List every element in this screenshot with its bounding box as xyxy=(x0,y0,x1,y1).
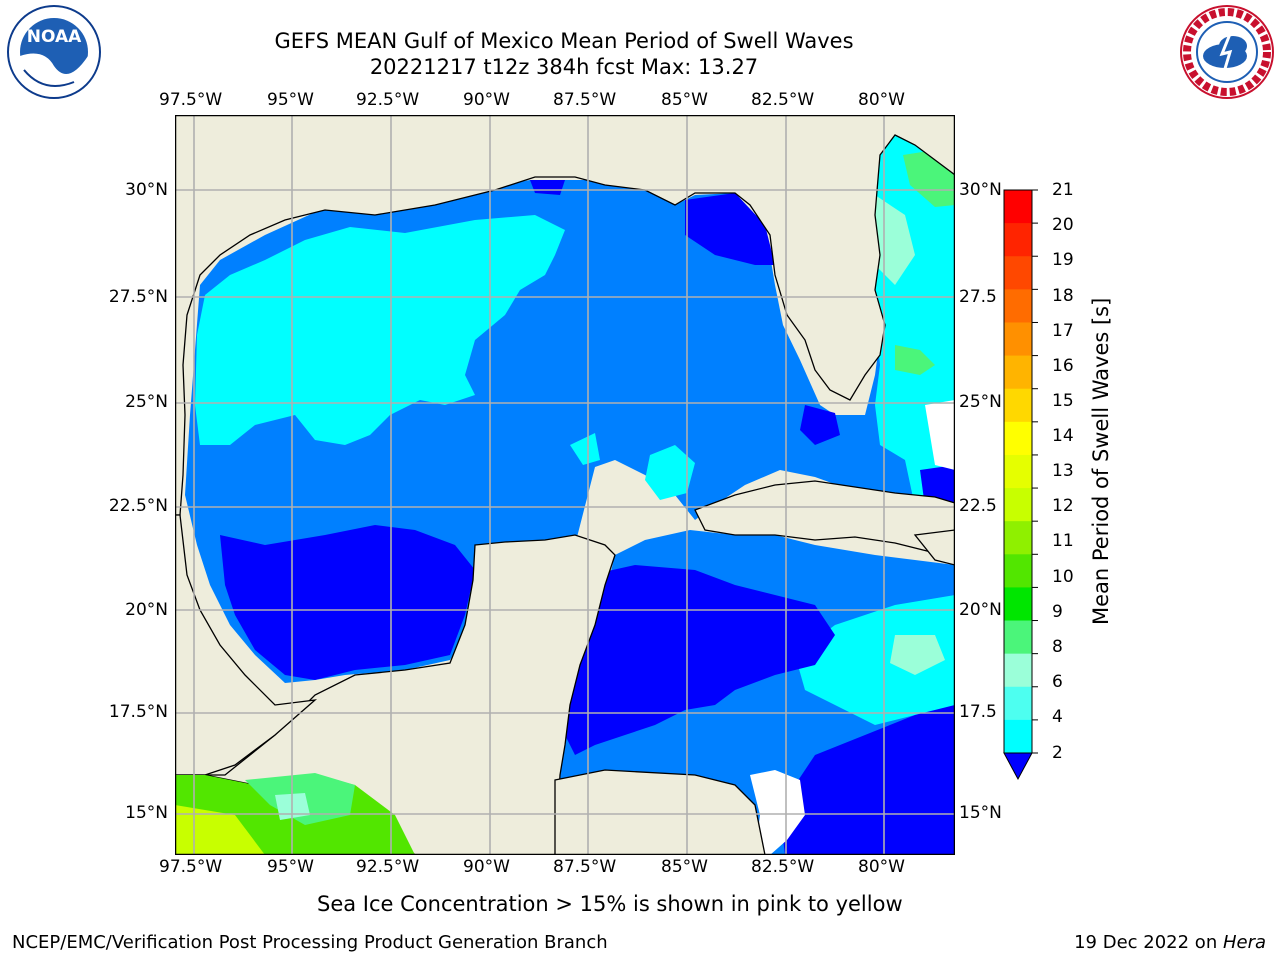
colorbar-segment xyxy=(1004,388,1032,423)
noaa-logo: NOAA xyxy=(4,4,104,100)
lon-labels-bottom: 97.5°W 95°W 92.5°W 90°W 87.5°W 85°W 82.5… xyxy=(0,857,1280,879)
colorbar-segment xyxy=(1004,289,1032,323)
lat-label: 20°N xyxy=(125,600,168,620)
lat-label: 15°N xyxy=(125,803,168,823)
colorbar-segment xyxy=(1004,488,1032,522)
colorbar-label: Mean Period of Swell Waves [s] xyxy=(1089,297,1113,625)
lon-label: 87.5°W xyxy=(553,857,617,877)
sea-ice-note: Sea Ice Concentration > 15% is shown in … xyxy=(317,892,903,916)
colorbar-ticks: 21 20 19 18 17 16 15 14 13 12 11 10 9 8 … xyxy=(1052,0,1092,960)
lon-label: 90°W xyxy=(463,857,510,877)
lon-label: 92.5°W xyxy=(356,90,420,110)
lon-label: 85°W xyxy=(661,90,708,110)
colorbar xyxy=(1000,185,1040,785)
colorbar-tick: 4 xyxy=(1052,707,1063,727)
graticule xyxy=(175,115,955,855)
colorbar-segment xyxy=(1004,620,1032,655)
colorbar-segment xyxy=(1004,355,1032,390)
lat-label: 30°N xyxy=(959,180,1002,200)
lat-label: 17.5 xyxy=(959,702,997,722)
colorbar-segment xyxy=(1004,256,1032,290)
colorbar-tick: 21 xyxy=(1052,180,1074,200)
lon-label: 90°W xyxy=(463,90,510,110)
colorbar-tick: 12 xyxy=(1052,496,1074,516)
lon-label: 95°W xyxy=(267,90,314,110)
colorbar-frame xyxy=(1003,189,1033,754)
lat-label: 30°N xyxy=(125,180,168,200)
lat-label: 20°N xyxy=(959,600,1002,620)
lon-label: 82.5°W xyxy=(751,90,815,110)
lat-label: 15°N xyxy=(959,803,1002,823)
lon-labels-top: 97.5°W 95°W 92.5°W 90°W 87.5°W 85°W 82.5… xyxy=(0,90,1280,112)
lat-label: 17.5°N xyxy=(108,702,168,722)
colorbar-tick: 17 xyxy=(1052,321,1074,341)
swell-period-map xyxy=(175,115,955,855)
lon-label: 85°W xyxy=(661,857,708,877)
date-stamp: 19 Dec 2022 on Hera xyxy=(1074,932,1266,954)
colorbar-segment xyxy=(1004,686,1032,721)
colorbar-tick: 11 xyxy=(1052,531,1074,551)
colorbar-extend-arrow xyxy=(1003,752,1033,781)
credit-line: NCEP/EMC/Verification Post Processing Pr… xyxy=(12,932,608,953)
noaa-logo-text: NOAA xyxy=(27,27,82,47)
colorbar-segment xyxy=(1004,223,1032,257)
colorbar-segment xyxy=(1004,719,1032,754)
lat-labels-left: 30°N 27.5°N 25°N 22.5°N 20°N 17.5°N 15°N xyxy=(0,0,172,960)
lat-labels-right: 30°N 27.5 25°N 22.5 20°N 17.5 15°N xyxy=(959,0,1004,960)
lon-label: 92.5°W xyxy=(356,857,420,877)
colorbar-tick: 10 xyxy=(1052,567,1074,587)
lon-label: 80°W xyxy=(858,90,905,110)
colorbar-bar xyxy=(1003,189,1038,781)
lat-label: 25°N xyxy=(959,392,1002,412)
lon-label: 82.5°W xyxy=(751,857,815,877)
plot-title: GEFS MEAN Gulf of Mexico Mean Period of … xyxy=(274,29,854,53)
lat-label: 22.5°N xyxy=(108,496,168,516)
colorbar-tick: 2 xyxy=(1052,743,1063,763)
plot-subtitle: 20221217 t12z 384h fcst Max: 13.27 xyxy=(369,55,759,79)
colorbar-tick: 16 xyxy=(1052,356,1074,376)
colorbar-segment xyxy=(1004,587,1032,622)
map-frame xyxy=(175,115,955,855)
colorbar-tick: 6 xyxy=(1052,672,1063,692)
colorbar-segment xyxy=(1004,190,1032,224)
colorbar-segment xyxy=(1004,521,1032,555)
colorbar-segment xyxy=(1004,554,1032,588)
lat-label: 22.5 xyxy=(959,496,997,516)
colorbar-tick: 15 xyxy=(1052,391,1074,411)
colorbar-tick: 13 xyxy=(1052,461,1074,481)
colorbar-segment xyxy=(1004,322,1032,357)
date-prefix: 19 Dec 2022 on xyxy=(1074,932,1223,953)
colorbar-segment xyxy=(1004,653,1032,688)
lat-label: 27.5°N xyxy=(108,287,168,307)
colorbar-tick: 20 xyxy=(1052,215,1074,235)
colorbar-tick: 9 xyxy=(1052,602,1063,622)
colorbar-segment xyxy=(1004,421,1032,456)
lon-label: 97.5°W xyxy=(159,857,223,877)
lon-label: 87.5°W xyxy=(553,90,617,110)
date-host: Hera xyxy=(1222,932,1266,953)
colorbar-tick: 8 xyxy=(1052,637,1063,657)
colorbar-segment xyxy=(1004,454,1032,489)
land-masses xyxy=(175,115,955,855)
map-panel xyxy=(175,115,955,855)
lat-label: 25°N xyxy=(125,392,168,412)
nws-logo xyxy=(1178,4,1276,100)
lon-label: 97.5°W xyxy=(159,90,223,110)
colorbar-tick: 14 xyxy=(1052,426,1074,446)
lon-label: 80°W xyxy=(858,857,905,877)
colorbar-tick: 18 xyxy=(1052,286,1074,306)
lon-label: 95°W xyxy=(267,857,314,877)
lat-label: 27.5 xyxy=(959,287,997,307)
colorbar-tick: 19 xyxy=(1052,250,1074,270)
